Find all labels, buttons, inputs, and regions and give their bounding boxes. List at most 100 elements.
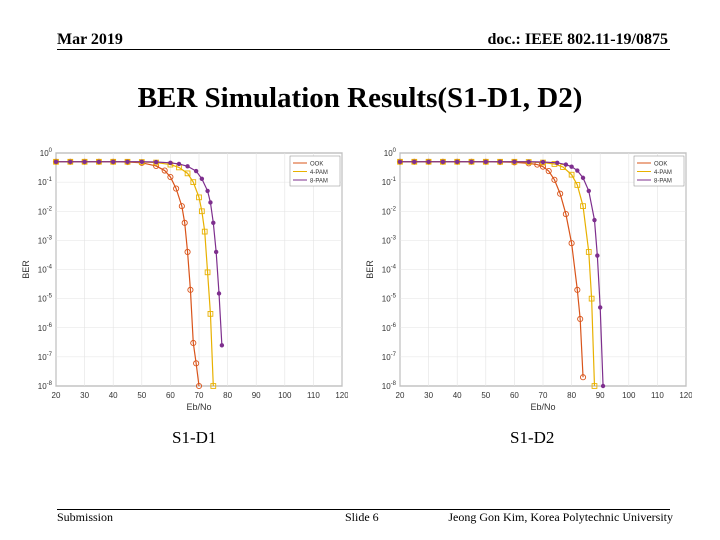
data-point	[125, 159, 130, 164]
x-tick-label: 40	[453, 391, 462, 400]
data-point	[526, 159, 531, 164]
data-point	[193, 360, 200, 367]
y-axis-label: BER	[21, 260, 31, 279]
data-point	[551, 176, 558, 183]
data-point	[588, 295, 595, 302]
x-tick-label: 120	[335, 391, 348, 400]
x-tick-label: 110	[307, 391, 320, 400]
data-point	[595, 253, 600, 258]
x-tick-label: 60	[166, 391, 175, 400]
data-point	[580, 203, 586, 209]
data-point	[167, 173, 174, 181]
y-tick-label: 10-1	[38, 177, 53, 187]
data-point	[585, 249, 592, 255]
y-tick-label: 10-7	[38, 352, 53, 362]
data-point	[512, 159, 517, 164]
y-tick-label: 10-4	[38, 265, 53, 275]
y-tick-label: 10-6	[382, 323, 397, 333]
data-point	[68, 159, 73, 164]
data-point	[168, 160, 173, 166]
data-point	[574, 182, 581, 188]
x-tick-label: 110	[651, 391, 664, 400]
data-point	[213, 249, 219, 255]
y-tick-label: 10-5	[382, 294, 397, 304]
x-tick-label: 90	[252, 391, 261, 400]
legend-label: 8-PAM	[654, 179, 672, 185]
data-point	[205, 188, 210, 194]
x-tick-label: 100	[622, 391, 636, 400]
data-point	[397, 159, 403, 164]
data-point	[216, 291, 222, 296]
data-point	[139, 159, 144, 164]
data-point	[181, 219, 188, 226]
data-point	[199, 176, 205, 182]
header-doc-id: doc.: IEEE 802.11-19/0875	[487, 31, 668, 48]
x-tick-label: 40	[109, 391, 118, 400]
y-tick-label: 10-5	[38, 294, 53, 304]
x-tick-label: 70	[195, 391, 204, 400]
slide-title: BER Simulation Results(S1-D1, D2)	[137, 82, 583, 114]
data-point	[208, 200, 213, 205]
x-tick-label: 120	[679, 391, 692, 400]
data-point	[211, 220, 216, 226]
data-point	[161, 167, 168, 174]
footer-author: Jeong Gon Kim, Korea Polytechnic Univers…	[448, 510, 673, 524]
y-tick-label: 100	[384, 148, 397, 158]
data-point	[187, 286, 194, 293]
data-point	[193, 168, 199, 174]
data-point	[96, 159, 102, 164]
data-point	[555, 160, 560, 166]
data-point	[190, 179, 197, 185]
x-tick-label: 90	[596, 391, 605, 400]
x-tick-label: 80	[223, 391, 232, 400]
data-point	[219, 343, 225, 348]
y-tick-label: 10-7	[382, 352, 397, 362]
x-tick-label: 50	[481, 391, 490, 400]
x-tick-label: 30	[424, 391, 433, 400]
data-point	[455, 159, 460, 164]
data-point	[600, 383, 606, 389]
data-point	[196, 194, 202, 201]
data-point	[178, 203, 185, 210]
data-point	[426, 159, 431, 164]
x-axis-label: Eb/No	[530, 402, 555, 412]
ber-chart-s1-d1: 20 30 40 50 60 70 80 90 100 110 120 10-8 10-7 10-6 10-…	[21, 148, 348, 412]
data-point	[184, 170, 191, 177]
caption-s1-d1: S1-D1	[172, 428, 217, 447]
legend-label: OOK	[310, 162, 323, 168]
caption-s1-d2: S1-D2	[510, 428, 555, 447]
legend-label: 4-PAM	[310, 170, 328, 176]
y-tick-label: 10-2	[38, 206, 53, 216]
data-point	[469, 159, 474, 164]
x-axis-label: Eb/No	[186, 402, 211, 412]
data-point	[545, 168, 552, 175]
footer-rule	[57, 509, 670, 510]
y-tick-label: 10-1	[382, 177, 397, 187]
x-tick-label: 20	[52, 391, 61, 400]
data-point	[598, 305, 603, 310]
data-point	[153, 159, 159, 165]
footer-submission: Submission	[57, 510, 114, 524]
legend-label: 4-PAM	[654, 170, 672, 176]
ber-chart-s1-d2: 20 30 40 50 60 70 80 90 100 110 120 10-8 10-7 10-6 10-…	[365, 148, 692, 412]
data-point	[569, 164, 574, 169]
data-point	[579, 374, 587, 381]
x-tick-label: 80	[567, 391, 576, 400]
y-tick-label: 10-2	[382, 206, 397, 216]
data-point	[591, 383, 598, 389]
data-point	[440, 159, 446, 164]
data-point	[580, 175, 586, 181]
data-point	[185, 164, 190, 169]
x-tick-label: 50	[137, 391, 146, 400]
data-point	[497, 159, 503, 164]
y-axis-label: BER	[365, 260, 375, 279]
data-point	[201, 228, 208, 235]
x-tick-label: 20	[396, 391, 405, 400]
data-point	[560, 164, 566, 170]
y-tick-label: 10-4	[382, 265, 397, 275]
data-point	[173, 185, 180, 192]
data-point	[195, 382, 203, 390]
data-point	[190, 339, 197, 347]
footer-slide-number: Slide 6	[345, 510, 379, 524]
data-point	[199, 208, 205, 215]
